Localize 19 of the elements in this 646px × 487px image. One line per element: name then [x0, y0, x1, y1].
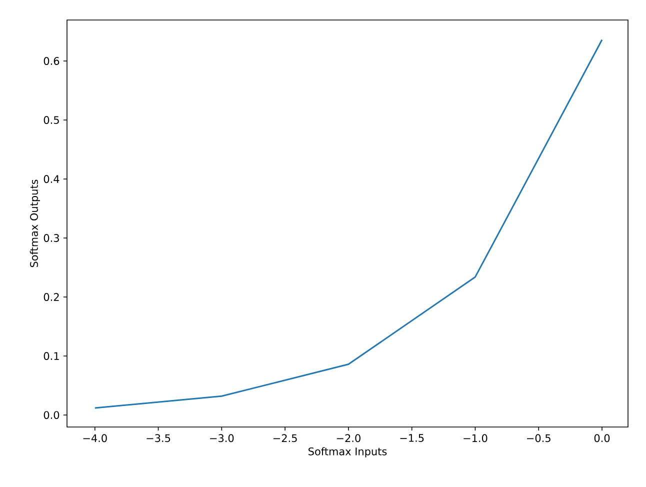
y-tick-label: 0.2: [44, 293, 59, 301]
x-tick-label: −3.5: [146, 434, 170, 442]
y-tick-label: 0.4: [44, 175, 60, 183]
x-tick-label: −1.0: [464, 434, 488, 442]
x-tick-label: −2.0: [336, 434, 360, 442]
x-tick-label: −3.0: [210, 434, 234, 442]
y-tick-label: 0.0: [44, 411, 60, 419]
x-tick-label: −0.5: [527, 434, 550, 442]
y-tick-label: 0.5: [44, 116, 59, 124]
y-tick-label: 0.3: [44, 234, 59, 242]
x-tick-label: 0.0: [594, 434, 610, 442]
y-axis-title: Softmax Outputs: [30, 180, 40, 268]
y-tick-label: 0.1: [44, 352, 59, 360]
x-axis-title: Softmax Inputs: [308, 447, 387, 458]
y-tick-label: 0.6: [44, 57, 60, 65]
x-tick-label: −1.5: [400, 434, 424, 442]
x-tick-label: −2.5: [273, 434, 297, 442]
line-series: [94, 39, 603, 409]
x-tick-label: −4.0: [83, 434, 107, 442]
